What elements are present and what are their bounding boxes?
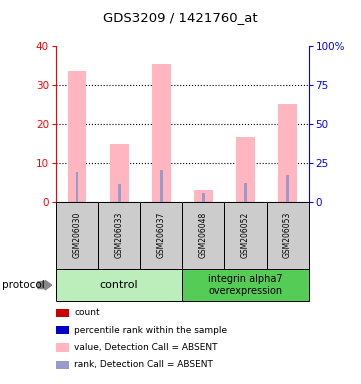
Text: GSM206048: GSM206048: [199, 212, 208, 258]
Text: value, Detection Call = ABSENT: value, Detection Call = ABSENT: [74, 343, 218, 352]
Bar: [286, 175, 289, 202]
Text: count: count: [74, 308, 100, 318]
Bar: [68, 71, 87, 202]
Text: rank, Detection Call = ABSENT: rank, Detection Call = ABSENT: [74, 360, 213, 369]
Bar: [202, 193, 205, 202]
Bar: [118, 184, 121, 202]
Text: GSM206053: GSM206053: [283, 212, 292, 258]
Bar: [152, 64, 171, 202]
Text: control: control: [100, 280, 138, 290]
Bar: [236, 137, 255, 202]
Text: protocol: protocol: [2, 280, 44, 290]
Text: GSM206030: GSM206030: [73, 212, 82, 258]
Text: integrin alpha7
overexpression: integrin alpha7 overexpression: [208, 274, 283, 296]
Text: GSM206033: GSM206033: [115, 212, 123, 258]
Text: percentile rank within the sample: percentile rank within the sample: [74, 326, 227, 335]
Bar: [110, 144, 129, 202]
Bar: [194, 190, 213, 202]
Text: GSM206037: GSM206037: [157, 212, 166, 258]
Text: GDS3209 / 1421760_at: GDS3209 / 1421760_at: [103, 11, 258, 24]
Text: GSM206052: GSM206052: [241, 212, 250, 258]
Bar: [278, 104, 297, 202]
Bar: [160, 170, 163, 202]
Bar: [75, 172, 78, 202]
Bar: [244, 183, 247, 202]
